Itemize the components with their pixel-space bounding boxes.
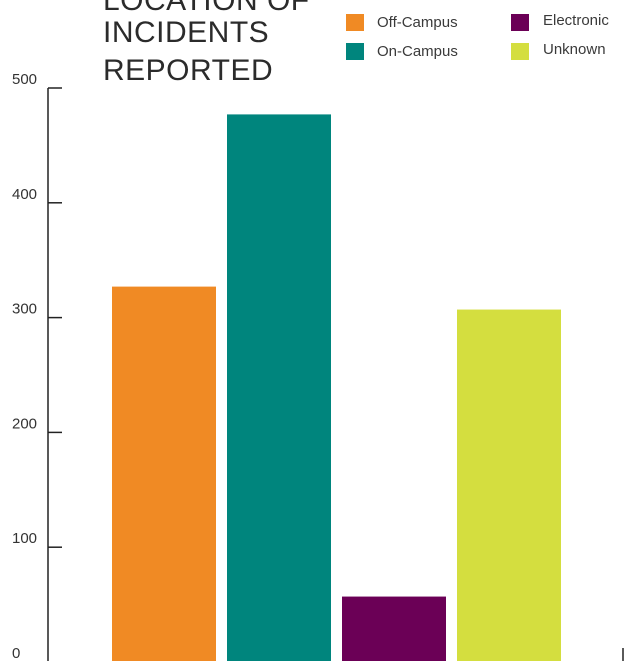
legend-label-on-campus: On-Campus	[377, 43, 458, 60]
y-tick-label-200: 200	[12, 415, 37, 432]
legend: Off-Campus On-Campus Electronic Unknown	[346, 12, 609, 60]
bar-unknown	[457, 309, 561, 661]
legend-swatch-on-campus	[346, 43, 364, 60]
legend-label-off-campus: Off-Campus	[377, 14, 458, 31]
chart-title-line-2: INCIDENTS	[103, 16, 269, 49]
legend-label-unknown: Unknown	[543, 41, 606, 58]
y-tick-label-0: 0	[12, 645, 20, 661]
legend-label-electronic: Electronic	[543, 12, 609, 29]
y-tick-label-300: 300	[12, 301, 37, 318]
bars	[112, 114, 561, 661]
y-tick-label-100: 100	[12, 530, 37, 547]
chart-title-line-1: LOCATION OF	[103, 0, 310, 17]
legend-swatch-electronic	[511, 14, 529, 31]
y-tick-label-400: 400	[12, 186, 37, 203]
chart-title: LOCATION OF INCIDENTS REPORTED	[103, 0, 310, 87]
y-tick-label-500: 500	[12, 71, 37, 88]
bar-electronic	[342, 596, 446, 661]
legend-swatch-unknown	[511, 43, 529, 60]
bar-off-campus	[112, 286, 216, 661]
chart-title-line-3: REPORTED	[103, 54, 273, 87]
y-axis: 0 100 200 300 400 500	[12, 71, 624, 661]
legend-swatch-off-campus	[346, 14, 364, 31]
bar-on-campus	[227, 114, 331, 661]
